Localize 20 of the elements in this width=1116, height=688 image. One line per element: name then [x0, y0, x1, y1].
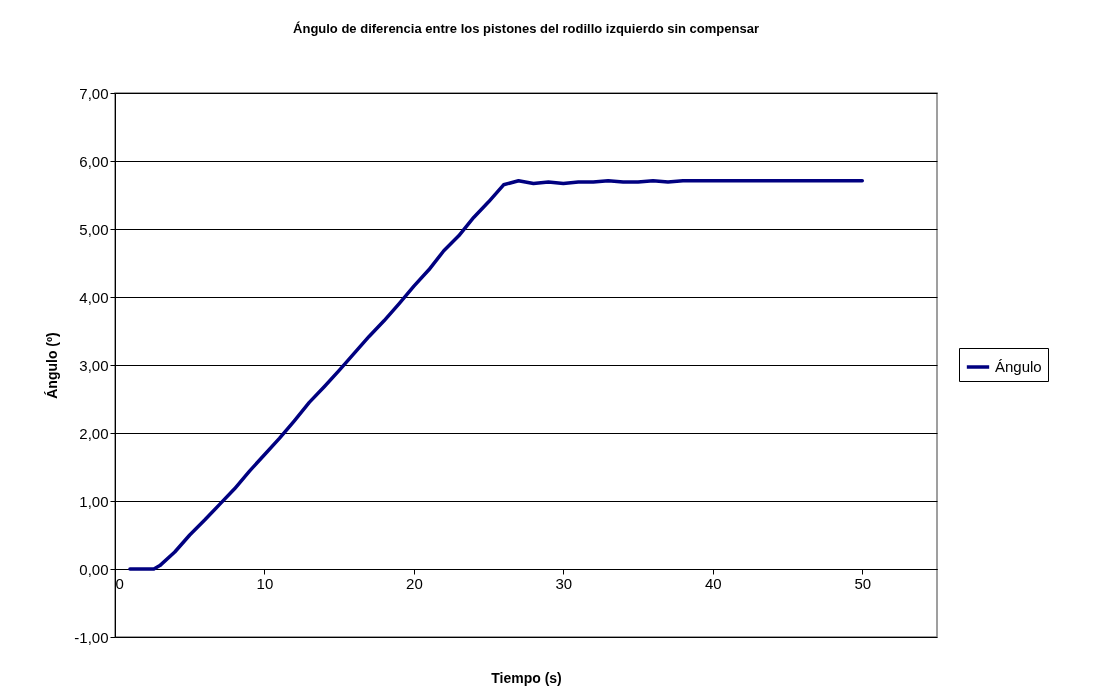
x-tick-label: 50: [854, 574, 872, 592]
y-tick-label: 1,00: [79, 492, 109, 510]
legend-label: Ángulo: [995, 358, 1042, 375]
y-axis-title: Ángulo (º): [44, 332, 61, 399]
y-tick-label: 2,00: [79, 424, 109, 442]
x-tick-label: 20: [406, 574, 423, 592]
y-tick-label: 5,00: [79, 220, 109, 238]
y-tick-label: 4,00: [79, 288, 109, 306]
x-tick-label: 0: [115, 574, 124, 592]
y-tick-label: 6,00: [79, 152, 109, 170]
y-tick-label: 7,00: [79, 84, 109, 102]
line-series: [128, 178, 865, 571]
x-tick-label: 40: [704, 574, 722, 592]
chart-title: Ángulo de diferencia entre los pistones del rodillo izquierdo sin compensar: [293, 21, 759, 36]
x-tick-label: 10: [256, 574, 274, 592]
x-axis-title: Tiempo (s): [491, 669, 562, 686]
y-tick-label: -1,00: [74, 628, 109, 646]
x-tick-label: 30: [555, 574, 573, 592]
y-tick-label: 3,00: [79, 356, 109, 374]
y-tick-label: 0,00: [79, 560, 109, 578]
